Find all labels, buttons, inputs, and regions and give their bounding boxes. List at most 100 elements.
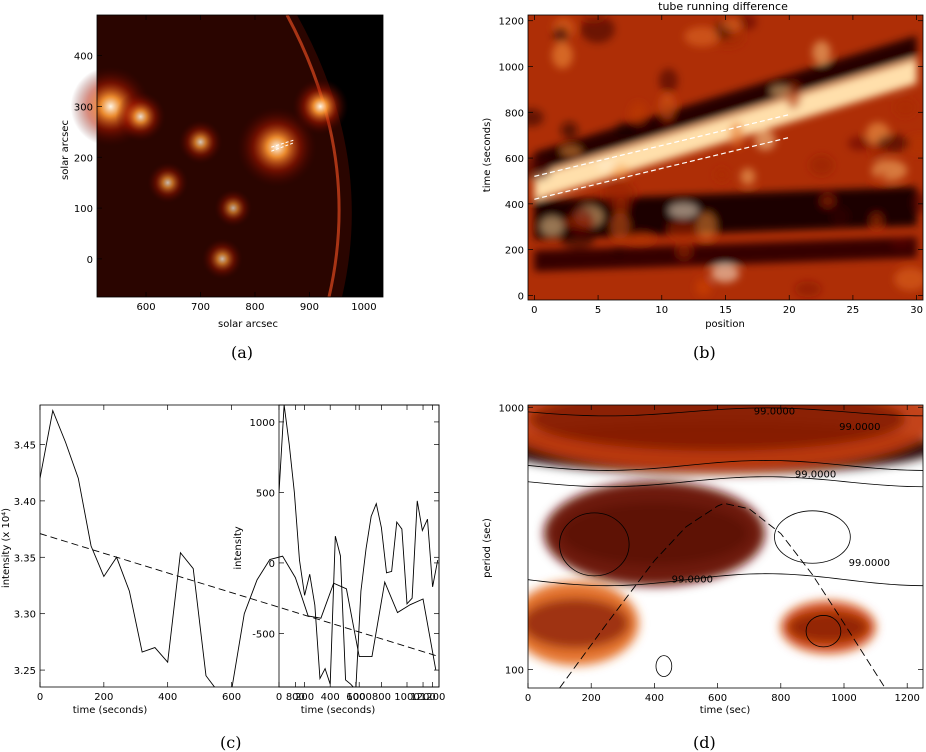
panel-c-left-ylabel: intensity (x 10⁴) (1, 508, 12, 588)
y-tick-label: 3.30 (14, 610, 36, 621)
difference-cell (737, 15, 757, 31)
difference-cell (876, 134, 910, 153)
contour-label: 99.0000 (839, 422, 880, 433)
y-tick-label: 300 (74, 102, 93, 113)
solar-limb (285, 14, 341, 298)
difference-cell (754, 130, 776, 151)
difference-cell (820, 194, 836, 209)
panel-a-xlabel: solar arcsec (218, 319, 278, 330)
axes-frame (278, 404, 440, 688)
caption-c: (c) (220, 733, 242, 752)
difference-cell (528, 155, 553, 181)
caption-b: (b) (693, 343, 716, 362)
panel-c-right-xlabel: time (seconds) (301, 705, 376, 716)
difference-cell (812, 40, 831, 65)
difference-cell (911, 191, 923, 214)
bright-spot (178, 120, 223, 165)
difference-cell (659, 93, 676, 120)
y-tick-label: 100 (505, 665, 524, 676)
x-tick-label: 1000 (394, 692, 419, 703)
difference-cell (710, 264, 740, 283)
y-tick-label: 1000 (499, 403, 524, 414)
significance-contours: 99.0000 99.0000 99.0000 99.0000 99.0000 (528, 406, 923, 688)
bright-spot (147, 162, 189, 204)
y-tick-label: 200 (505, 246, 524, 257)
x-tick-label: 800 (372, 692, 391, 703)
y-tick-label: 3.25 (14, 666, 36, 677)
difference-cell (809, 154, 834, 176)
axes-frame (96, 14, 384, 298)
difference-cell (602, 180, 636, 208)
x-tick-label: 1200 (894, 693, 919, 704)
difference-cell (580, 15, 615, 43)
difference-cell (676, 243, 693, 260)
difference-cell (597, 160, 617, 171)
difference-cell (794, 281, 822, 298)
panel-b-ylabel: time (seconds) (482, 118, 493, 193)
significance-contour (774, 510, 851, 564)
difference-cell (890, 237, 913, 250)
x-tick-label: 1200 (420, 692, 445, 703)
difference-cell (540, 216, 564, 237)
y-tick-label: 0 (269, 559, 275, 570)
bright-spot (214, 189, 253, 228)
difference-cell (551, 42, 573, 69)
difference-cell (610, 246, 627, 258)
difference-cell (740, 168, 756, 186)
propagation-dashed-line (534, 113, 790, 177)
y-tick-label: 0 (87, 255, 93, 266)
y-tick-label: 500 (256, 488, 275, 499)
contour-label: 99.0000 (795, 469, 836, 480)
y-tick-label: 400 (505, 200, 524, 211)
y-tick-label: 3.40 (14, 497, 36, 508)
x-tick-label: 600 (708, 693, 727, 704)
caption-d: (d) (693, 733, 716, 752)
x-tick-label: 1200 (410, 692, 435, 703)
bright-spot (292, 78, 349, 135)
cone-of-influence (559, 502, 886, 688)
panel-b-title: tube running difference (658, 0, 788, 13)
difference-cell (567, 207, 594, 236)
y-tick-label: 200 (74, 153, 93, 164)
trend-dashed-line (40, 533, 439, 657)
power-core (529, 405, 906, 451)
off-limb-background (297, 15, 383, 297)
difference-band (534, 35, 917, 173)
tube-outline-line (271, 139, 295, 148)
panel-b-axes: 0 5 10 15 20 25 30 0 200 400 600 800 1000 1200 (499, 14, 924, 316)
bright-spot (201, 238, 243, 280)
y-tick-label: 3.45 (14, 440, 36, 451)
significance-contour (559, 512, 630, 577)
x-tick-label: 0 (276, 692, 282, 703)
y-tick-label: 400 (74, 52, 93, 63)
significance-contour (528, 407, 923, 417)
y-tick-label: 800 (505, 108, 524, 119)
difference-cell (560, 233, 595, 249)
axes-frame (527, 404, 924, 689)
difference-cell (696, 212, 717, 239)
difference-cell (785, 81, 802, 109)
x-tick-label: 25 (847, 305, 860, 316)
x-tick-label: 200 (94, 692, 113, 703)
significance-contour (528, 460, 923, 471)
x-tick-label: 900 (300, 302, 319, 313)
contour-label: 99.0000 (754, 406, 795, 417)
difference-cell (695, 278, 712, 297)
difference-cell (714, 167, 730, 183)
x-tick-label: 800 (245, 302, 264, 313)
x-tick-label: 20 (783, 305, 796, 316)
difference-cell (560, 121, 579, 139)
difference-cell (894, 98, 917, 118)
y-tick-label: -500 (252, 629, 275, 640)
x-tick-label: 200 (582, 693, 601, 704)
x-tick-label: 400 (158, 692, 177, 703)
difference-cell (610, 212, 630, 240)
panel-a-axes: 600 700 800 900 1000 0 100 200 300 400 (74, 14, 384, 313)
x-tick-label: 600 (222, 692, 241, 703)
difference-cell (626, 231, 655, 244)
x-tick-label: 1000 (351, 302, 376, 313)
running-difference-image (528, 15, 923, 300)
